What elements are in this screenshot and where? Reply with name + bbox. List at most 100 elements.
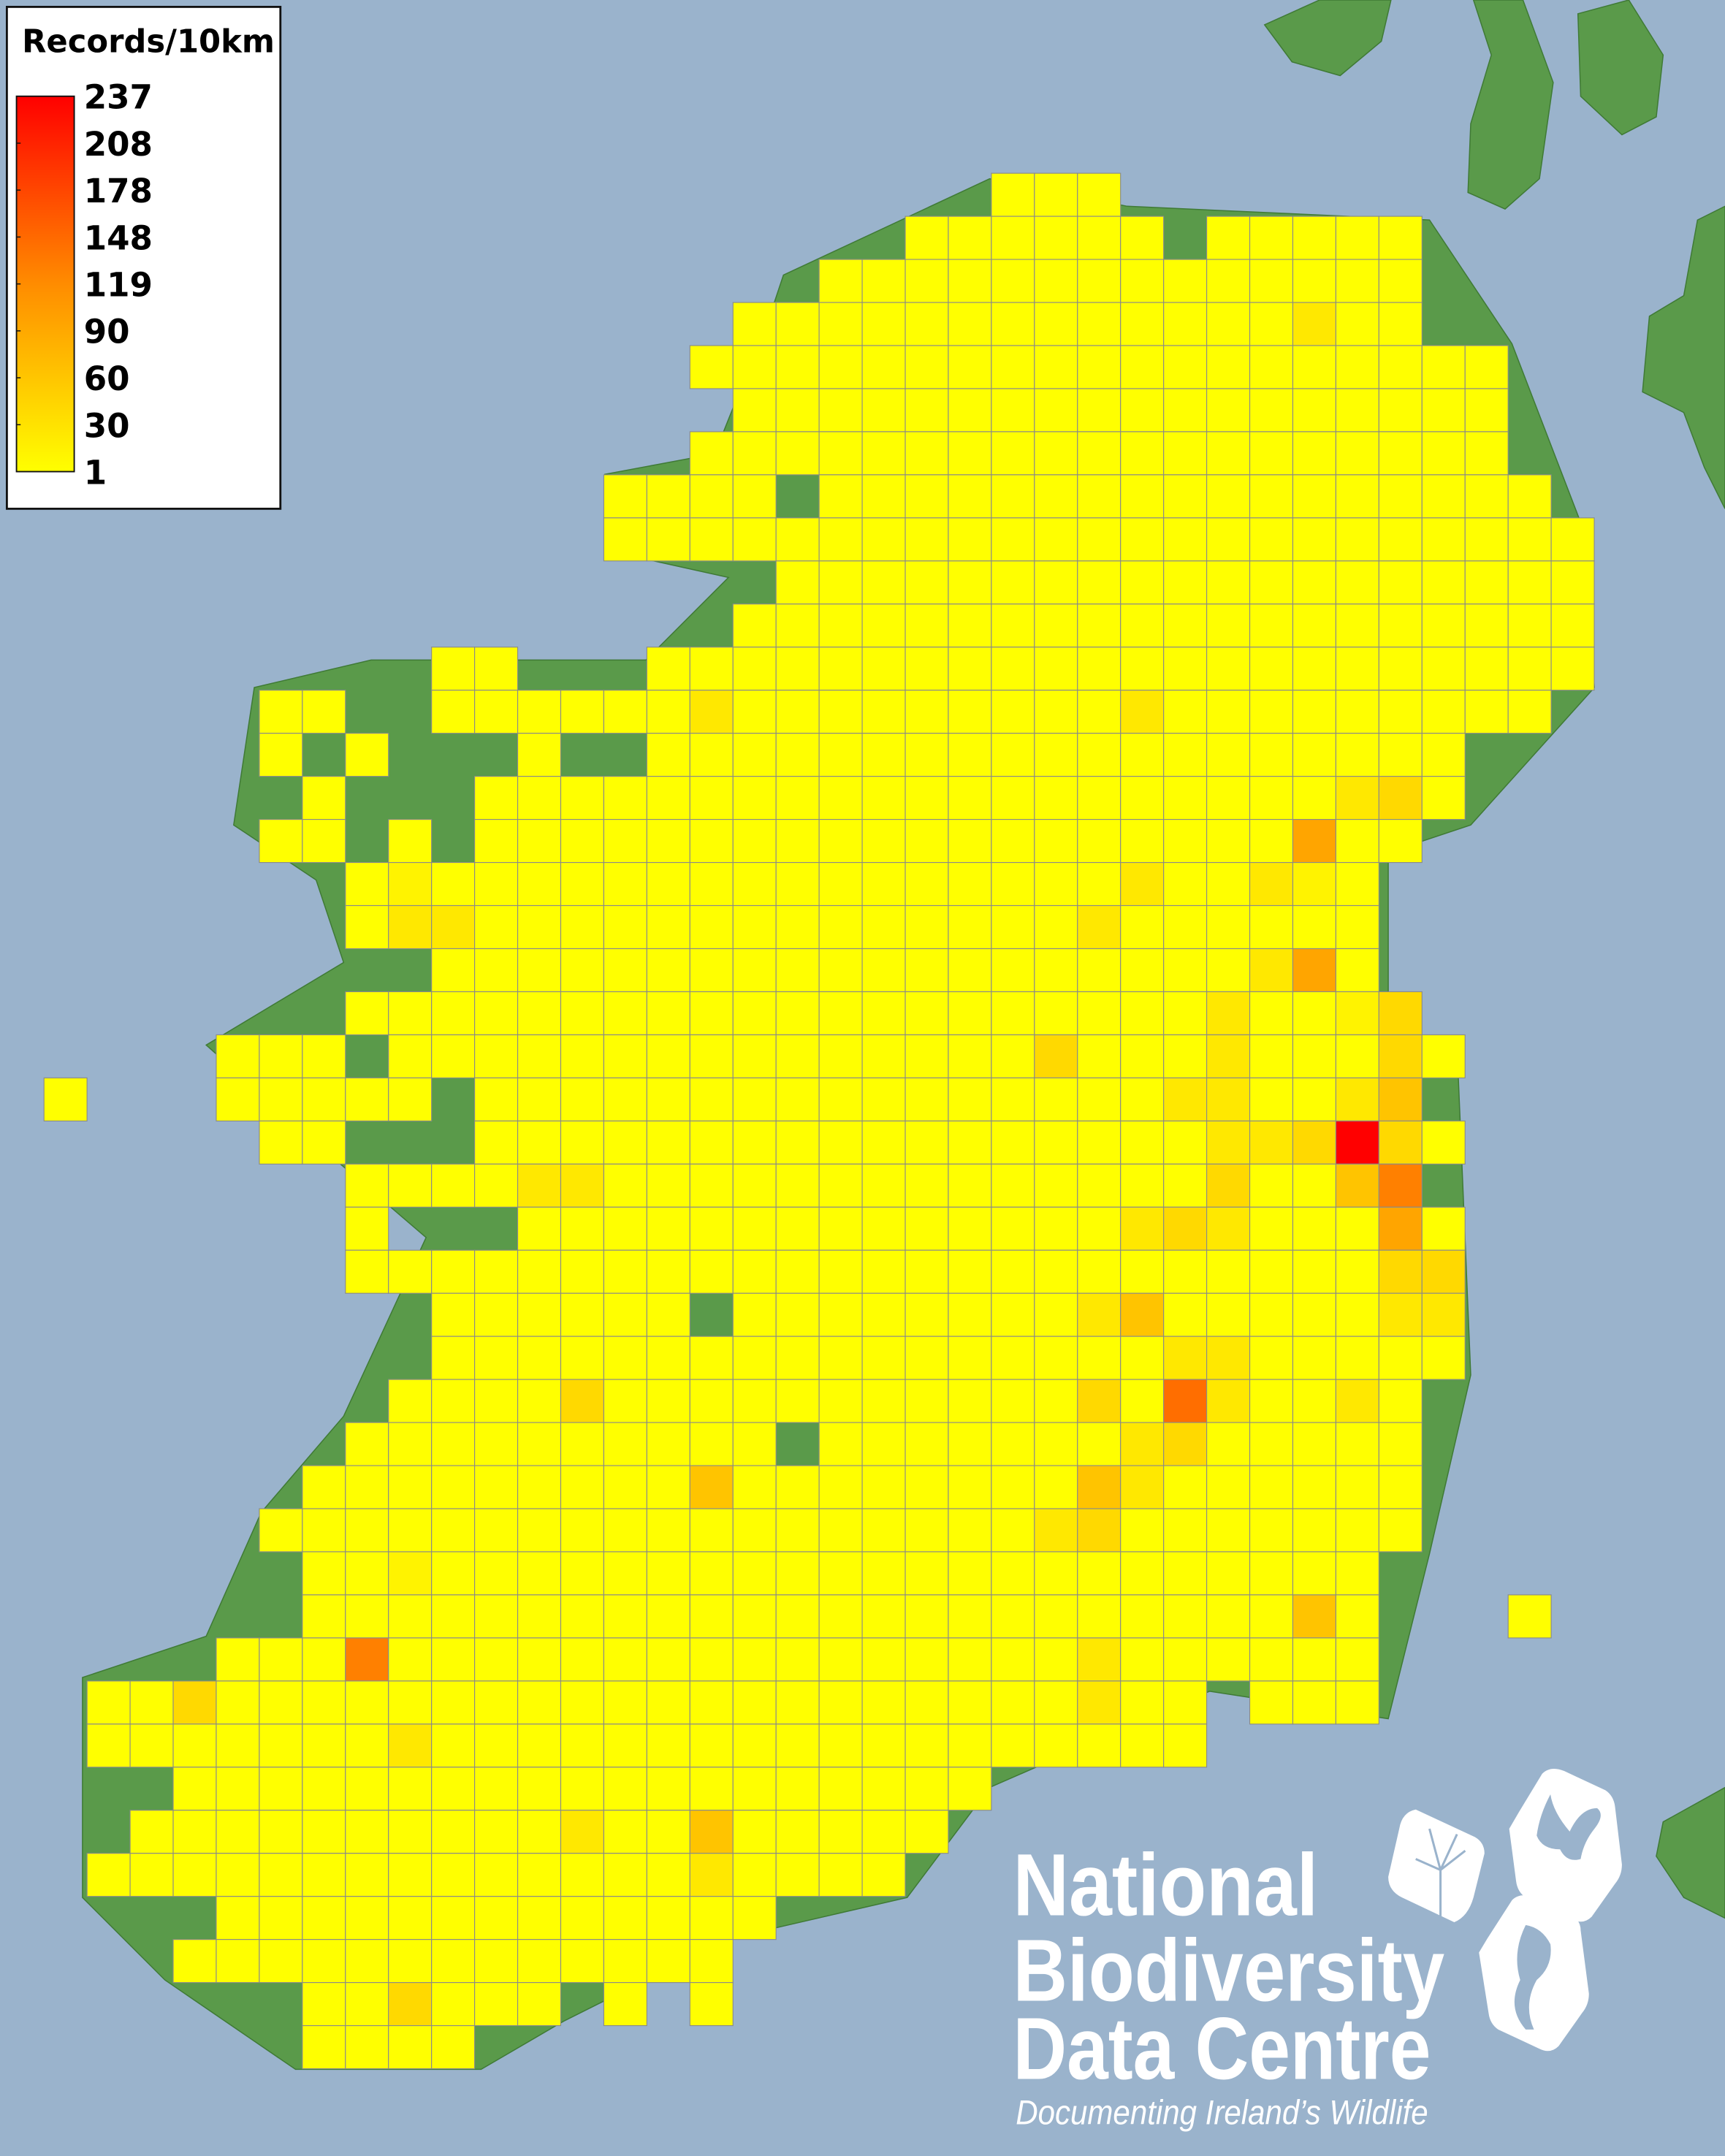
grid-cell: [603, 1680, 647, 1725]
grid-cell: [1335, 1206, 1379, 1251]
grid-cell: [818, 690, 863, 734]
grid-cell: [861, 1637, 906, 1682]
grid-cell: [259, 1120, 303, 1165]
grid-cell: [1034, 1336, 1078, 1380]
grid-cell: [517, 1379, 562, 1423]
grid-cell: [689, 647, 734, 691]
grid-cell: [991, 172, 1035, 217]
grid-cell: [818, 1637, 863, 1682]
grid-cell: [388, 991, 433, 1035]
grid-cell: [1206, 819, 1251, 864]
grid-cell: [1335, 733, 1379, 777]
grid-cell: [948, 819, 992, 864]
grid-cell: [1077, 1034, 1122, 1078]
grid-cell: [905, 1077, 949, 1121]
grid-cell: [1034, 861, 1078, 907]
grid-cell: [1249, 904, 1294, 950]
grid-cell: [818, 948, 863, 993]
grid-cell: [1378, 1292, 1423, 1337]
grid-cell: [905, 1465, 949, 1509]
grid-cell: [646, 1336, 690, 1380]
grid-cell: [1507, 474, 1552, 519]
grid-cell: [1421, 1120, 1466, 1165]
grid-cell: [388, 1982, 433, 2027]
grid-cell: [517, 733, 562, 777]
grid-cell: [431, 948, 476, 993]
grid-cell: [302, 1551, 346, 1596]
grid-cell: [1163, 1723, 1208, 1768]
grid-cell: [1292, 474, 1336, 519]
grid-cell: [431, 861, 476, 907]
grid-cell: [991, 216, 1035, 260]
grid-cell: [560, 1594, 604, 1639]
grid-cell: [905, 431, 949, 476]
grid-cell: [259, 1723, 303, 1768]
grid-cell: [1249, 302, 1294, 346]
grid-cell: [1206, 1508, 1251, 1553]
grid-cell: [1034, 1594, 1078, 1639]
grid-cell: [1421, 1034, 1466, 1078]
grid-cell: [1163, 1379, 1208, 1423]
grid-cell: [646, 1939, 690, 1984]
grid-cell: [517, 991, 562, 1035]
grid-cell: [775, 1551, 820, 1596]
grid-cell: [905, 1163, 949, 1208]
grid-cell: [775, 1465, 820, 1509]
grid-cell: [517, 1680, 562, 1725]
grid-cell: [1034, 172, 1078, 217]
grid-cell: [1034, 1465, 1078, 1509]
grid-cell: [1464, 560, 1509, 605]
grid-cell: [905, 1767, 949, 1811]
grid-cell: [1550, 517, 1595, 562]
logo-line-data-centre: Data Centre: [1013, 2000, 1431, 2098]
grid-cell: [948, 216, 992, 260]
grid-cell: [775, 861, 820, 907]
grid-cell: [216, 1810, 260, 1854]
grid-cell: [905, 690, 949, 734]
grid-cell: [1206, 1292, 1251, 1337]
grid-cell: [345, 1465, 389, 1509]
grid-cell: [991, 647, 1035, 691]
grid-cell: [775, 517, 820, 562]
grid-cell: [172, 1939, 217, 1984]
grid-cell: [1335, 776, 1379, 820]
grid-cell: [1163, 388, 1208, 433]
grid-cell: [646, 904, 690, 950]
grid-cell: [732, 1336, 777, 1380]
grid-cell: [1077, 560, 1122, 605]
grid-cell: [991, 259, 1035, 303]
grid-cell: [603, 1292, 647, 1337]
grid-cell: [1077, 1292, 1122, 1337]
grid-cell: [517, 904, 562, 950]
grid-cell: [991, 1465, 1035, 1509]
grid-cell: [1163, 861, 1208, 907]
grid-cell: [1077, 474, 1122, 519]
grid-cell: [1034, 1379, 1078, 1423]
grid-cell: [474, 1379, 519, 1423]
grid-cell: [905, 1810, 949, 1854]
grid-cell: [1077, 733, 1122, 777]
grid-cell: [474, 861, 519, 907]
grid-cell: [517, 1939, 562, 1984]
grid-cell: [905, 1120, 949, 1165]
grid-cell: [1120, 1163, 1165, 1208]
grid-cell: [1077, 948, 1122, 993]
grid-cell: [431, 1680, 476, 1725]
grid-cell: [216, 1939, 260, 1984]
grid-cell: [474, 1163, 519, 1208]
grid-cell: [1335, 1077, 1379, 1121]
grid-cell: [431, 1292, 476, 1337]
grid-cell: [646, 517, 690, 562]
grid-cell: [1292, 1422, 1336, 1466]
grid-cell: [948, 1551, 992, 1596]
grid-cell: [732, 1206, 777, 1251]
grid-cell: [689, 1810, 734, 1854]
grid-cell: [732, 733, 777, 777]
grid-cell: [646, 690, 690, 734]
grid-cell: [1077, 1077, 1122, 1121]
grid-cell: [1120, 1680, 1165, 1725]
grid-cell: [775, 345, 820, 389]
logo-line-biodiversity: Biodiversity: [1013, 1921, 1444, 2019]
grid-cell: [302, 1077, 346, 1121]
grid-cell: [861, 1206, 906, 1251]
